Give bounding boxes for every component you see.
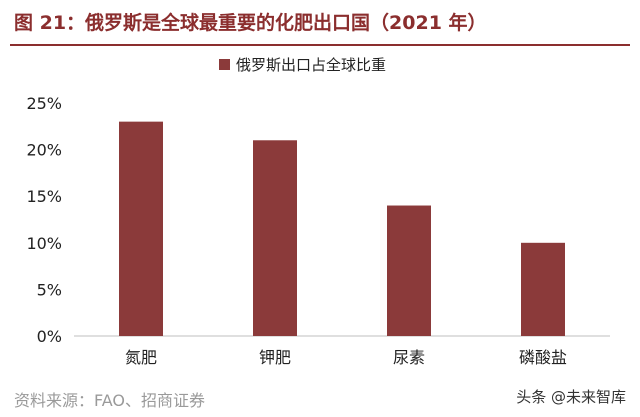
legend: 俄罗斯出口占全球比重 bbox=[219, 56, 386, 74]
bar-chart: 俄罗斯出口占全球比重 0% 5% 10% 15% 20% 25% 氮肥 钾肥 尿素 磷酸盐 bbox=[26, 56, 610, 367]
x-tick-label: 磷酸盐 bbox=[519, 348, 567, 367]
bar-2 bbox=[253, 140, 297, 336]
x-tick-label: 氮肥 bbox=[125, 348, 157, 367]
y-tick-label: 25% bbox=[26, 94, 62, 113]
title-divider bbox=[10, 44, 630, 46]
y-tick-label: 0% bbox=[37, 327, 62, 346]
bars bbox=[119, 121, 565, 336]
x-tick-label: 尿素 bbox=[393, 348, 425, 367]
x-axis: 氮肥 钾肥 尿素 磷酸盐 bbox=[74, 335, 610, 367]
bar-1 bbox=[119, 121, 163, 336]
x-tick-label: 钾肥 bbox=[259, 348, 291, 367]
bar-4 bbox=[521, 242, 565, 336]
y-tick-label: 15% bbox=[26, 187, 62, 206]
legend-label: 俄罗斯出口占全球比重 bbox=[236, 56, 386, 74]
y-axis: 0% 5% 10% 15% 20% 25% bbox=[26, 94, 62, 346]
chart-title: 图 21：俄罗斯是全球最重要的化肥出口国（2021 年） bbox=[14, 12, 487, 34]
bar-3 bbox=[387, 205, 431, 336]
legend-swatch bbox=[219, 59, 230, 70]
y-tick-label: 20% bbox=[26, 141, 62, 160]
source-note: 资料来源：FAO、招商证券 bbox=[14, 391, 205, 410]
y-tick-label: 10% bbox=[26, 234, 62, 253]
y-tick-label: 5% bbox=[37, 280, 62, 299]
watermark: 头条 @未来智库 bbox=[516, 388, 626, 406]
